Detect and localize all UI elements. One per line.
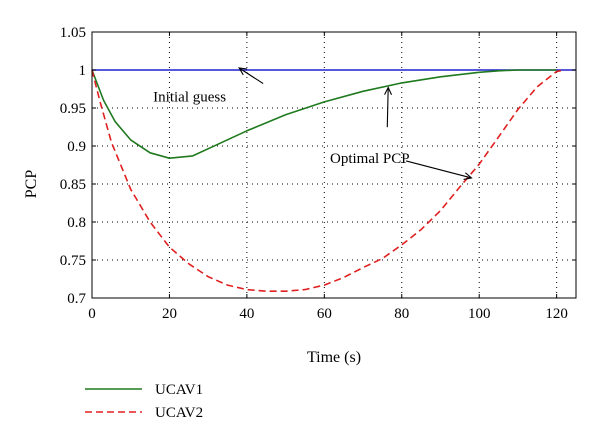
- plot-frame: [91, 31, 577, 299]
- legend-label-ucav1: UCAV1: [155, 382, 203, 398]
- annotation-initial-guess: Initial guess: [153, 90, 226, 106]
- legend-label-ucav2: UCAV2: [155, 405, 203, 421]
- series-lines: [91, 69, 576, 293]
- series-line-ucav2: [91, 69, 565, 293]
- y-tick-label: 0.85: [60, 177, 86, 193]
- x-tick-label: 80: [394, 306, 409, 322]
- x-tick-label: 40: [239, 306, 254, 322]
- arrow-optimal-pcp-lower: [405, 160, 473, 181]
- x-tick-label: 120: [545, 306, 568, 322]
- x-tick-label: 60: [317, 306, 332, 322]
- arrow-optimal-pcp-upper: [384, 86, 393, 128]
- axis-ticks: 0 20 40 60 80 100 120 0.7 0.75 0.8 0.85 0.9 0.95 1 1.0…: [60, 25, 576, 322]
- annotation-optimal-pcp: Optimal PCP: [330, 151, 410, 167]
- series-line-ucav1: [91, 69, 557, 159]
- y-tick-label: 0.9: [67, 139, 86, 155]
- x-tick-label: 100: [468, 306, 491, 322]
- legend: UCAV1 UCAV2: [85, 382, 203, 421]
- y-tick-label: 0.95: [60, 101, 86, 117]
- y-tick-label: 0.75: [60, 253, 86, 269]
- x-tick-label: 0: [88, 306, 96, 322]
- y-tick-label: 0.8: [67, 215, 86, 231]
- y-tick-label: 1: [79, 63, 87, 79]
- x-tick-label: 20: [162, 306, 177, 322]
- y-tick-label: 1.05: [60, 25, 86, 41]
- y-tick-label: 0.7: [67, 291, 86, 307]
- y-axis-title: PCP: [23, 170, 40, 199]
- x-axis-title: Time (s): [307, 349, 361, 366]
- arrow-initial-guess: [238, 67, 264, 85]
- annotations: Initial guess Optimal PCP: [153, 67, 473, 181]
